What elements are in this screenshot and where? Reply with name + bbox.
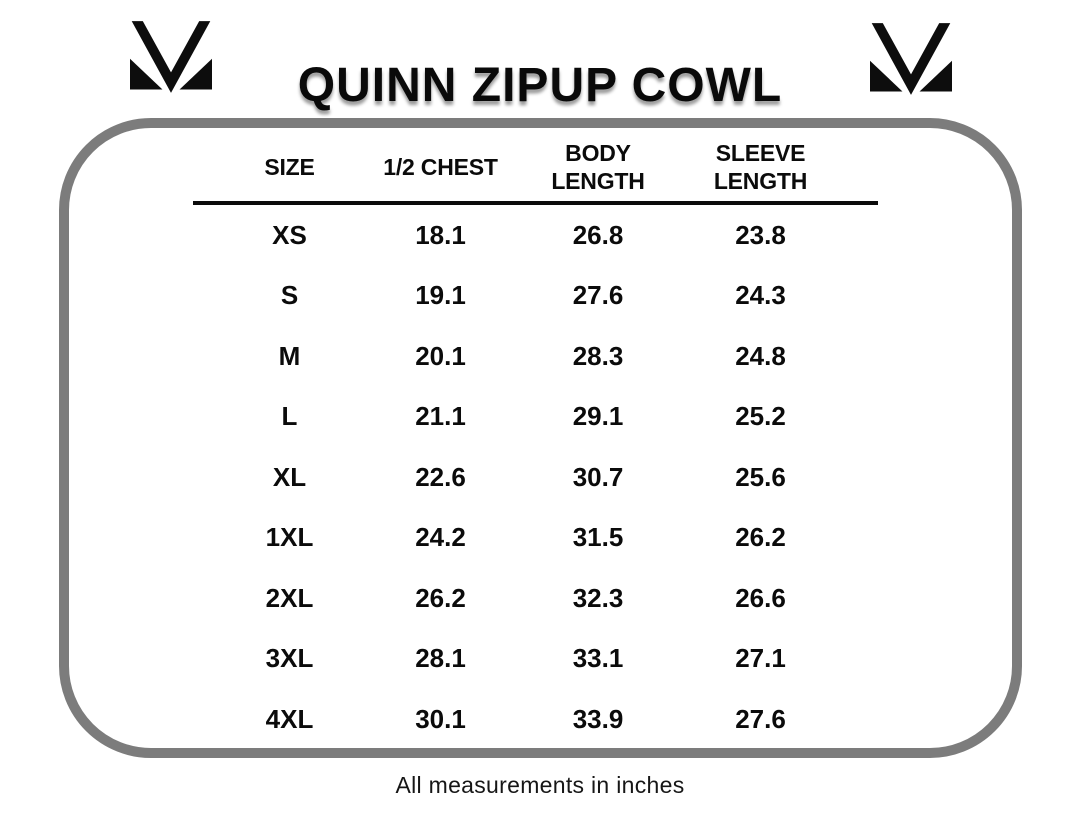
measurement-cell: 25.2 — [735, 401, 786, 432]
page-title: QUINN ZIPUP COWL — [297, 59, 783, 113]
measurement-cell: 22.6 — [415, 461, 466, 492]
size-cell: 3XL — [265, 643, 314, 674]
size-table: SIZE 1/2 CHEST BODY LENGTH SLEEVE LENGTH… — [193, 136, 878, 750]
size-table-body: XS 18.1 26.8 23.8 S 19.1 27.6 24.3 M 20.1 28.3 24.8… — [193, 205, 878, 750]
measurement-cell: 24.8 — [735, 340, 786, 371]
measurement-cell: 26.8 — [572, 219, 624, 250]
measurement-cell: 27.6 — [572, 280, 624, 311]
measurement-cell: 26.2 — [415, 582, 466, 613]
brand-logo-icon — [866, 18, 956, 100]
table-row: S 19.1 27.6 24.3 — [193, 266, 878, 327]
column-header-sleeve-length: SLEEVE LENGTH — [679, 139, 878, 195]
measurement-cell: 20.1 — [415, 340, 466, 371]
table-row: XS 18.1 26.8 23.8 — [193, 205, 878, 266]
table-row: 2XL 26.2 32.3 26.6 — [193, 568, 878, 629]
measurement-cell: 29.1 — [572, 401, 624, 432]
size-chart-panel — [59, 118, 1022, 758]
measurement-cell: 19.1 — [415, 280, 466, 311]
table-row: 4XL 30.1 33.9 27.6 — [193, 689, 878, 750]
column-header-label: LENGTH — [551, 168, 645, 194]
column-header-half-chest: 1/2 CHEST — [364, 153, 517, 181]
measurement-cell: 28.3 — [572, 340, 624, 371]
measurement-cell: 33.1 — [572, 643, 624, 674]
size-cell: XL — [272, 461, 307, 492]
measurement-cell: 30.1 — [415, 703, 466, 734]
measurement-cell: 26.6 — [735, 582, 786, 613]
measurement-cell: 30.7 — [572, 461, 624, 492]
size-cell: M — [278, 340, 301, 371]
size-cell: XS — [272, 219, 307, 250]
table-row: XL 22.6 30.7 25.6 — [193, 447, 878, 508]
measurement-cell: 27.6 — [735, 703, 786, 734]
column-header-label: BODY — [565, 139, 631, 166]
measurement-cell: 23.8 — [735, 219, 786, 250]
measurement-cell: 31.5 — [572, 522, 624, 553]
measurement-cell: 28.1 — [415, 643, 466, 674]
column-header-label: 1/2 CHEST — [383, 153, 498, 180]
size-cell: L — [281, 401, 298, 432]
measurement-cell: 26.2 — [735, 522, 786, 553]
column-header-label: SIZE — [264, 153, 315, 180]
measurement-cell: 33.9 — [572, 703, 624, 734]
size-cell: 2XL — [265, 582, 314, 613]
measurement-cell: 24.2 — [415, 522, 466, 553]
column-header-label: SLEEVE — [715, 139, 806, 166]
brand-logo-icon — [126, 16, 216, 98]
column-header-body-length: BODY LENGTH — [517, 139, 679, 195]
measurements-note: All measurements in inches — [395, 772, 685, 798]
measurement-cell: 18.1 — [415, 219, 466, 250]
table-row: L 21.1 29.1 25.2 — [193, 387, 878, 448]
measurement-cell: 27.1 — [735, 643, 786, 674]
size-cell: S — [280, 280, 299, 311]
column-header-size: SIZE — [193, 153, 364, 181]
table-row: 3XL 28.1 33.1 27.1 — [193, 629, 878, 690]
measurement-cell: 32.3 — [572, 582, 624, 613]
table-header-row: SIZE 1/2 CHEST BODY LENGTH SLEEVE LENGTH — [193, 136, 878, 198]
measurement-cell: 21.1 — [415, 401, 466, 432]
table-row: 1XL 24.2 31.5 26.2 — [193, 508, 878, 569]
header-rule — [193, 201, 878, 205]
measurement-cell: 24.3 — [735, 280, 786, 311]
measurement-cell: 25.6 — [735, 461, 786, 492]
column-header-label: LENGTH — [713, 168, 808, 194]
size-cell: 1XL — [265, 522, 314, 553]
size-cell: 4XL — [265, 703, 314, 734]
table-row: M 20.1 28.3 24.8 — [193, 326, 878, 387]
